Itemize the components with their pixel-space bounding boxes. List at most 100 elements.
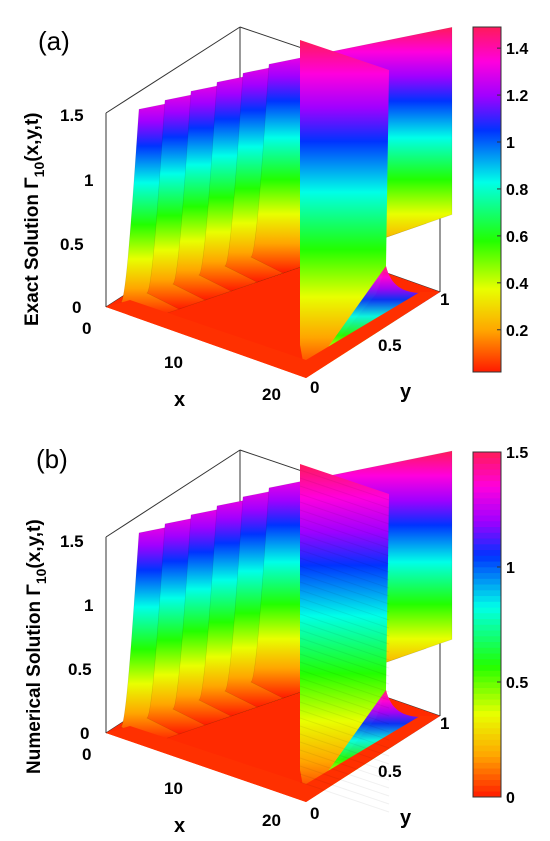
z-tick: 1 bbox=[84, 596, 93, 615]
y-tick: 0 bbox=[310, 378, 319, 397]
z-tick: 0.5 bbox=[68, 660, 92, 679]
panel-a: (a) 0 0.5 1 1.5 Exact Solut bbox=[22, 26, 528, 411]
band-line bbox=[299, 605, 390, 637]
colorbar-step bbox=[473, 653, 501, 660]
band-line bbox=[299, 629, 390, 661]
colorbar-step bbox=[473, 751, 501, 758]
band-line bbox=[299, 501, 390, 533]
band-line bbox=[299, 781, 390, 813]
band-line bbox=[299, 533, 390, 565]
band-line bbox=[299, 549, 390, 581]
x-tick: 10 bbox=[164, 779, 183, 798]
z-label-main: Numerical Solution Γ bbox=[24, 584, 45, 774]
y-axis-label: y bbox=[400, 381, 412, 403]
y-tick: 1 bbox=[440, 714, 449, 733]
colorbar-step bbox=[473, 618, 501, 625]
colorbar-step bbox=[473, 475, 501, 482]
band-line bbox=[299, 597, 390, 629]
band-line bbox=[299, 541, 390, 573]
colorbar-tick-label: 0.2 bbox=[506, 323, 528, 340]
colorbar-ticks: 0 0.5 1 1.5 bbox=[497, 445, 528, 807]
colorbar-step bbox=[473, 745, 501, 752]
colorbar-step bbox=[473, 607, 501, 614]
band-line bbox=[299, 469, 390, 501]
band-line bbox=[299, 621, 390, 653]
band-line bbox=[299, 557, 390, 589]
colorbar-tick-label: 0 bbox=[506, 790, 515, 807]
x-axis: 0 10 20 x bbox=[82, 319, 281, 411]
colorbar-step bbox=[473, 636, 501, 643]
colorbar-tick-label: 0.5 bbox=[506, 675, 528, 692]
z-label-sub: 10 bbox=[31, 162, 47, 178]
y-tick: 1 bbox=[440, 290, 449, 309]
surface-bottom-band bbox=[106, 716, 440, 802]
band-line bbox=[299, 589, 390, 621]
band-line bbox=[299, 693, 390, 725]
colorbar-step bbox=[473, 756, 501, 763]
band-line bbox=[299, 725, 390, 757]
colorbar-step bbox=[473, 532, 501, 539]
band-line bbox=[299, 493, 390, 525]
colorbar-step bbox=[473, 601, 501, 608]
colorbar-tick-label: 1 bbox=[506, 135, 515, 152]
y-axis: 0 0.5 1 y bbox=[310, 714, 449, 829]
panel-label: (b) bbox=[36, 444, 68, 474]
colorbar-step bbox=[473, 774, 501, 781]
colorbar-step bbox=[473, 452, 501, 459]
colorbar-step bbox=[473, 613, 501, 620]
band-line bbox=[299, 573, 390, 605]
x-tick: 0 bbox=[82, 319, 91, 338]
colorbar-step bbox=[473, 521, 501, 528]
band-line bbox=[299, 677, 390, 709]
colorbar-frame bbox=[472, 451, 502, 798]
colorbar-tick-label: 0.6 bbox=[506, 229, 528, 246]
colorbar-step bbox=[473, 469, 501, 476]
colorbar-step bbox=[473, 492, 501, 499]
band-line bbox=[299, 701, 390, 733]
x-axis: 0 10 20 x bbox=[82, 745, 281, 837]
z-label-tail: (x,y,t) bbox=[22, 112, 43, 161]
colorbar-step bbox=[473, 590, 501, 597]
band-line bbox=[299, 645, 390, 677]
colorbar-step bbox=[473, 641, 501, 648]
y-axis: 0 0.5 1 y bbox=[310, 290, 449, 403]
band-line bbox=[299, 749, 390, 781]
z-tick: 1 bbox=[84, 171, 93, 190]
z-axis: 0 0.5 1 1.5 bbox=[60, 532, 93, 743]
colorbar-step bbox=[473, 722, 501, 729]
colorbar-step bbox=[473, 716, 501, 723]
colorbar-tick-label: 1 bbox=[506, 560, 515, 577]
colorbar-tick-label: 0.4 bbox=[506, 276, 528, 293]
x-tick: 20 bbox=[262, 811, 281, 830]
colorbar-step bbox=[473, 659, 501, 666]
colorbar-fill bbox=[472, 26, 502, 373]
x-axis-label: x bbox=[174, 389, 185, 411]
colorbar-step bbox=[473, 630, 501, 637]
colorbar-step bbox=[473, 733, 501, 740]
band-line bbox=[299, 661, 390, 693]
band-line bbox=[299, 773, 390, 805]
x-tick: 10 bbox=[164, 353, 183, 372]
colorbar-ticks: 0.2 0.4 0.6 0.8 1 1.2 1.4 bbox=[497, 41, 528, 340]
colorbar-step bbox=[473, 544, 501, 551]
surface bbox=[106, 26, 453, 378]
band-line bbox=[299, 565, 390, 597]
colorbar-step bbox=[473, 595, 501, 602]
colorbar-step bbox=[473, 509, 501, 516]
z-axis-label: Exact Solution Γ10(x,y,t) bbox=[22, 112, 47, 326]
z-tick: 1.5 bbox=[60, 106, 84, 125]
band-line bbox=[299, 653, 390, 685]
colorbar-step bbox=[473, 538, 501, 545]
x-axis-label: x bbox=[174, 815, 185, 837]
colorbar-step bbox=[473, 682, 501, 689]
surface-bottom-band bbox=[106, 292, 440, 378]
band-line bbox=[299, 709, 390, 741]
colorbar-step bbox=[473, 791, 501, 798]
colorbar-step bbox=[473, 710, 501, 717]
band-line bbox=[299, 637, 390, 669]
band-line bbox=[299, 477, 390, 509]
band-line bbox=[299, 581, 390, 613]
colorbar-step bbox=[473, 699, 501, 706]
x-tick: 20 bbox=[262, 385, 281, 404]
colorbar-step bbox=[473, 676, 501, 683]
